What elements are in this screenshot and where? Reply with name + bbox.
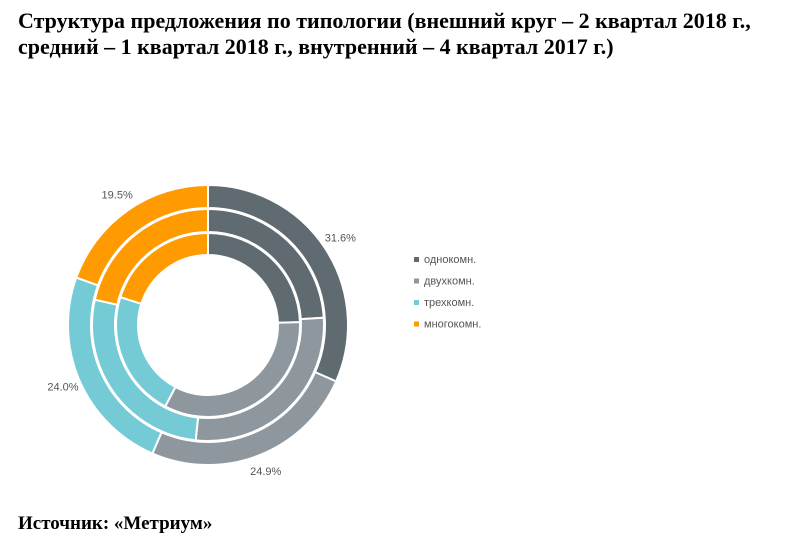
data-label: 24.0% (47, 382, 78, 394)
legend-marker (414, 300, 419, 305)
source: Источник: «Метриум» (18, 513, 213, 534)
legend-label: многокомн. (424, 318, 481, 330)
data-label: 31.6% (325, 233, 356, 245)
data-label: 24.9% (250, 466, 281, 478)
legend-marker (414, 278, 419, 284)
legend-label: трехкомн. (424, 297, 474, 309)
legend-marker (414, 321, 419, 327)
legend-marker (414, 257, 419, 262)
data-label: 19.5% (102, 190, 133, 202)
legend-label: двухкомн. (424, 275, 475, 287)
donut-segment (119, 231, 209, 306)
chart-title: Структура предложения по типологии (внеш… (18, 8, 751, 59)
legend-label: однокомн. (424, 254, 476, 266)
